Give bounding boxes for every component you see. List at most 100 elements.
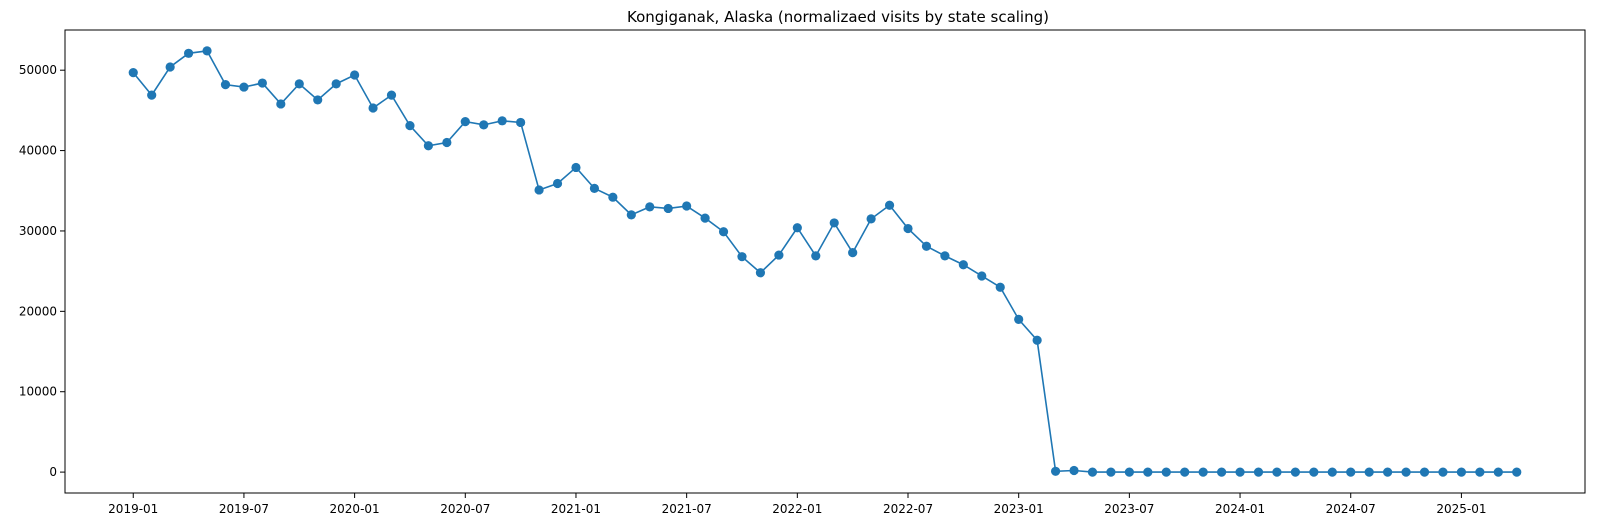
data-point	[1050, 466, 1061, 476]
series-layer	[128, 46, 1522, 477]
x-tick-label: 2020-01	[330, 502, 380, 516]
data-point	[516, 117, 526, 128]
x-tick-label: 2023-07	[1104, 502, 1154, 516]
data-point	[165, 62, 175, 72]
x-tick-label: 2022-07	[883, 502, 933, 516]
y-tick-label: 0	[49, 465, 57, 479]
data-point	[1272, 467, 1282, 477]
data-point	[1143, 467, 1153, 477]
data-point	[423, 141, 433, 151]
x-tick-label: 2020-07	[440, 502, 490, 516]
data-point	[239, 82, 249, 92]
data-point	[1087, 467, 1098, 477]
data-point	[940, 251, 950, 261]
data-point	[368, 103, 378, 113]
plot-area-frame	[64, 29, 1586, 494]
data-point	[1419, 467, 1430, 477]
data-point	[1401, 467, 1411, 477]
data-point	[1493, 467, 1503, 477]
x-tick-label: 2019-07	[219, 502, 269, 516]
data-point	[626, 210, 636, 220]
data-point	[1069, 465, 1079, 476]
data-point	[995, 282, 1005, 292]
x-tick-label: 2019-01	[108, 502, 158, 516]
data-point	[737, 252, 747, 262]
data-point	[405, 121, 415, 131]
data-point	[811, 251, 821, 261]
data-point	[386, 90, 397, 100]
data-point	[1198, 467, 1208, 477]
x-tick-label: 2025-01	[1436, 502, 1486, 516]
x-tick-label: 2022-01	[772, 502, 822, 516]
data-point	[1217, 467, 1227, 477]
data-point	[1124, 467, 1134, 477]
x-tick-label: 2024-07	[1326, 502, 1376, 516]
data-point	[1032, 335, 1042, 345]
data-point	[1014, 314, 1024, 324]
data-point	[921, 241, 932, 251]
data-point	[589, 183, 600, 193]
data-point	[460, 117, 470, 127]
x-tick-label: 2023-01	[994, 502, 1044, 516]
data-point	[220, 80, 231, 90]
data-point	[552, 178, 563, 189]
data-point	[884, 200, 895, 210]
data-point	[608, 192, 618, 202]
data-point	[1253, 467, 1264, 477]
data-point	[848, 248, 858, 258]
data-point	[977, 271, 987, 281]
data-point	[1180, 467, 1190, 477]
data-point	[774, 250, 784, 260]
data-point	[718, 227, 729, 237]
data-point	[1383, 467, 1393, 477]
data-point	[1456, 467, 1467, 477]
data-point	[183, 48, 194, 58]
data-point	[792, 223, 802, 233]
data-point	[1512, 467, 1522, 477]
data-point	[829, 218, 839, 228]
y-tick-label: 50000	[19, 63, 57, 77]
x-tick-label: 2021-01	[551, 502, 601, 516]
data-point	[479, 120, 489, 130]
data-point	[571, 162, 581, 173]
data-point	[1161, 467, 1171, 477]
data-point	[700, 213, 710, 223]
data-point	[866, 214, 876, 224]
data-point	[294, 79, 304, 89]
data-point	[663, 203, 673, 214]
data-point	[331, 79, 341, 89]
data-point	[497, 116, 507, 126]
y-tick-label: 20000	[19, 304, 57, 318]
data-point	[534, 185, 544, 195]
data-point	[1106, 467, 1116, 477]
data-point	[202, 46, 212, 56]
data-point	[128, 68, 138, 78]
data-point	[1438, 467, 1448, 477]
data-point	[313, 95, 323, 105]
y-tick-label: 40000	[19, 144, 57, 158]
data-point	[755, 268, 766, 278]
data-point	[903, 223, 913, 234]
data-point	[1475, 467, 1485, 477]
data-point	[147, 90, 157, 100]
x-tick-label: 2021-07	[662, 502, 712, 516]
data-point	[1290, 467, 1300, 477]
y-axis: 0 10000 20000 30000 40000 50000	[19, 63, 65, 479]
data-point	[1327, 467, 1337, 477]
data-point	[276, 99, 286, 109]
chart-title: Kongiganak, Alaska (normalizaed visits b…	[627, 8, 1049, 26]
data-point	[1346, 467, 1356, 477]
x-axis: 2019-01 2019-07 2020-01 2020-07 2021-01 2021-…	[108, 493, 1486, 516]
data-point	[1364, 467, 1374, 477]
data-point	[1235, 467, 1245, 477]
data-point	[257, 78, 267, 88]
series-line	[132, 50, 1517, 473]
x-tick-label: 2024-01	[1215, 502, 1265, 516]
data-point	[958, 260, 968, 270]
data-point	[682, 201, 692, 211]
y-tick-label: 30000	[19, 224, 57, 238]
data-point	[442, 137, 452, 148]
data-point	[350, 70, 360, 80]
data-point	[645, 202, 655, 212]
